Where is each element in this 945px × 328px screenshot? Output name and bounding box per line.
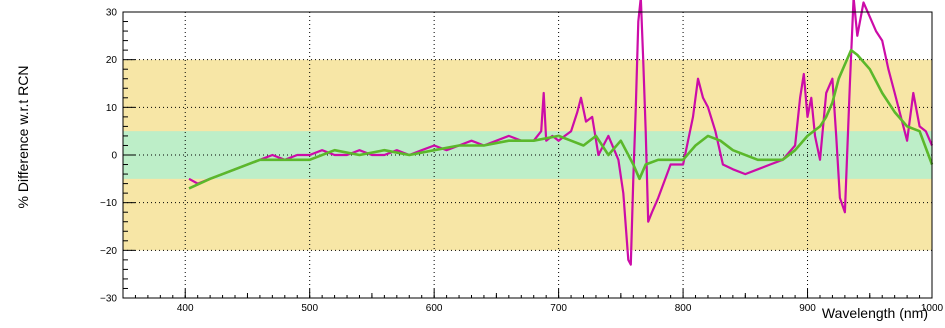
series-line-green	[188, 48, 934, 190]
x-tick-label: 600	[426, 303, 443, 314]
x-tick-label: 500	[301, 303, 318, 314]
y-tick-label: −30	[100, 294, 117, 305]
x-axis-label: Wavelength (nm)	[822, 305, 928, 321]
data-series	[188, 0, 934, 266]
y-tick-label: 0	[111, 151, 117, 162]
y-tick-label: −10	[100, 198, 117, 209]
tick-labels: 400 500 600 700 800 900 1000 −30 −20 −10 0 10 20 30	[100, 8, 944, 315]
y-tick-label: 20	[106, 55, 118, 66]
x-tick-label: 700	[550, 303, 567, 314]
series-line-magenta	[188, 0, 934, 266]
y-tick-label: −20	[100, 246, 117, 257]
y-axis-label: % Difference w.r.t RCN	[15, 66, 31, 209]
axis-ticks	[122, 11, 933, 299]
x-tick-label: 900	[799, 303, 816, 314]
y-tick-label: 30	[106, 8, 118, 19]
x-tick-label: 800	[675, 303, 692, 314]
x-tick-label: 1000	[921, 303, 944, 314]
grid-lines	[123, 12, 933, 298]
x-tick-label: 400	[177, 303, 194, 314]
y-tick-label: 10	[106, 103, 118, 114]
